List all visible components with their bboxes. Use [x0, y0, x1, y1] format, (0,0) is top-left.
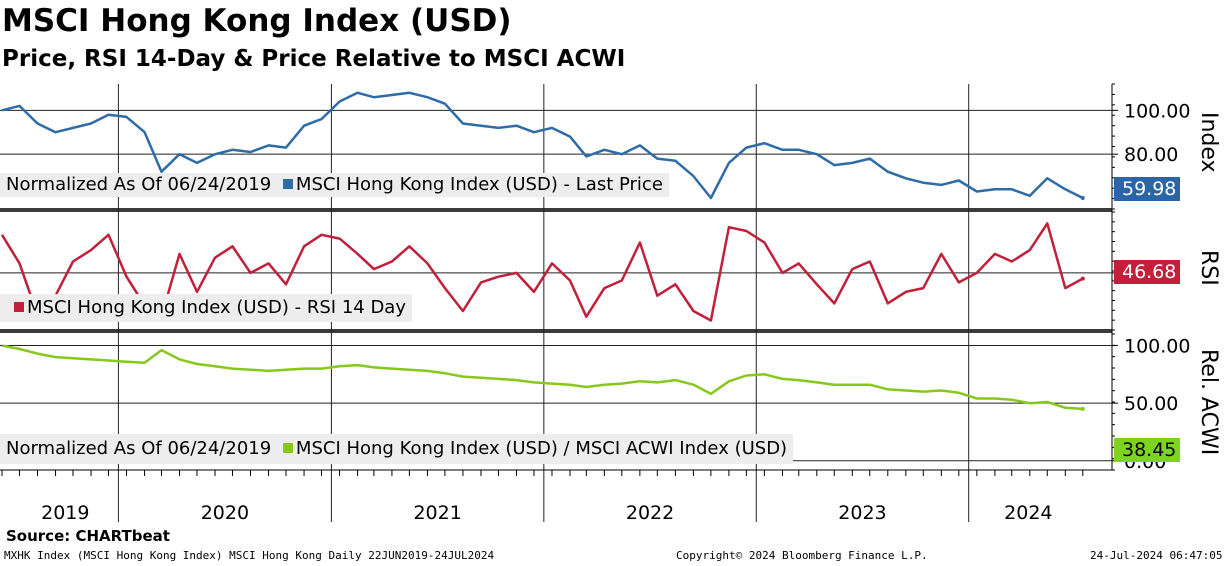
relative-legend-swatch — [282, 443, 293, 453]
x-axis-year-label: 2019 — [41, 502, 89, 524]
relative-series-line — [1, 344, 1083, 411]
rsi-last-point — [1080, 276, 1085, 281]
price-last-point — [1080, 196, 1085, 201]
footer-left: MXHK Index (MSCI Hong Kong Index) MSCI H… — [4, 549, 495, 562]
x-axis-year-label: 2020 — [201, 502, 249, 524]
relative-last-value-tag: 38.45 — [1114, 438, 1181, 462]
rsi-legend: MSCI Hong Kong Index (USD) - RSI 14 Day — [0, 294, 412, 322]
relative-legend-label: MSCI Hong Kong Index (USD) / MSCI ACWI I… — [295, 438, 788, 459]
footer-center: Copyright© 2024 Bloomberg Finance L.P. — [676, 549, 928, 562]
rsi-last-value-tag: 46.68 — [1114, 260, 1181, 284]
price-last-value-tag: 59.98 — [1114, 177, 1181, 201]
x-axis-year-label: 2022 — [626, 502, 674, 524]
x-axis-year-label: 2023 — [838, 502, 886, 524]
chart-title: MSCI Hong Kong Index (USD) — [2, 3, 512, 39]
relative-legend: Normalized As Of 06/24/2019 MSCI Hong Ko… — [0, 434, 794, 464]
relative-legend-note: Normalized As Of 06/24/2019 — [6, 438, 272, 459]
price-axis-title: Index — [1196, 112, 1221, 173]
price-legend-note: Normalized As Of 06/24/2019 — [6, 174, 272, 195]
rsi-series-line — [0, 222, 1084, 322]
relative-axis-title: Rel. ACWI — [1196, 349, 1221, 456]
price-legend-swatch — [282, 179, 293, 189]
relative-last-point — [1080, 406, 1085, 411]
panel-separator — [0, 329, 1112, 333]
relative-tick-label: 50.00 — [1124, 393, 1178, 415]
rsi-legend-swatch — [14, 302, 24, 312]
price-legend-label: MSCI Hong Kong Index (USD) - Last Price — [295, 174, 663, 195]
x-axis-year-label: 2021 — [413, 502, 461, 524]
price-series-line — [1, 91, 1084, 200]
price-tick-label: 100.00 — [1124, 100, 1190, 122]
footer-right: 24-Jul-2024 06:47:05 — [1090, 549, 1223, 562]
panel-separator — [0, 208, 1112, 212]
price-tick-label: 80.00 — [1124, 144, 1178, 166]
relative-tick-label: 100.00 — [1124, 336, 1190, 358]
source-note: Source: CHARTbeat — [6, 527, 170, 545]
rsi-axis-title: RSI — [1196, 250, 1221, 286]
price-legend: Normalized As Of 06/24/2019 MSCI Hong Ko… — [0, 173, 669, 197]
chart-subtitle: Price, RSI 14-Day & Price Relative to MS… — [2, 46, 626, 72]
x-axis-year-label: 2024 — [1004, 502, 1052, 524]
rsi-legend-label: MSCI Hong Kong Index (USD) - RSI 14 Day — [27, 297, 406, 318]
